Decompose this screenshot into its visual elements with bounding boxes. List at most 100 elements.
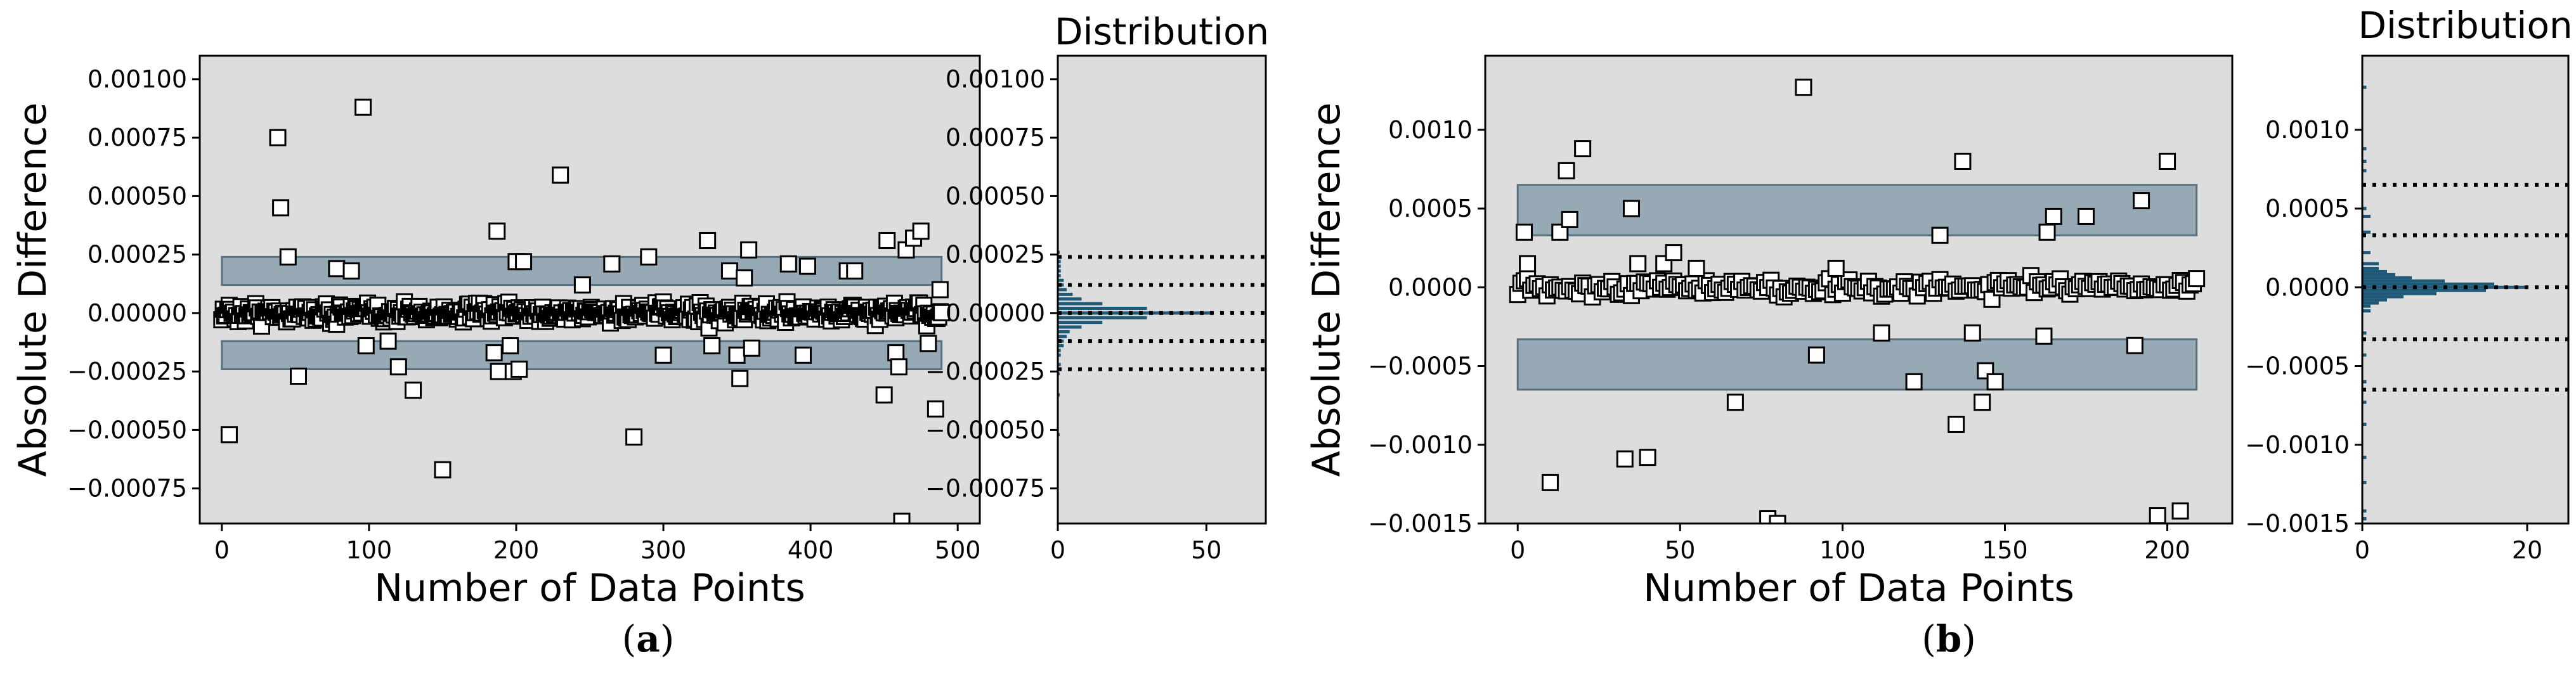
data-point-outlier [405, 382, 422, 399]
x-tick-label: 100 [346, 536, 393, 564]
data-point-outlier [728, 346, 746, 364]
data-point-outlier [927, 400, 944, 418]
caption-close-paren: ) [660, 617, 675, 660]
data-point-outlier [379, 332, 397, 350]
histogram-bar [2362, 304, 2371, 308]
histogram-bar [1058, 325, 1082, 329]
y-tick-label: 0.00075 [88, 124, 187, 151]
histogram-bar [1058, 330, 1070, 333]
data-point-outlier [511, 360, 528, 378]
threshold-band [221, 340, 943, 370]
histogram-bar [1058, 349, 1061, 352]
y-axis-label: Absolute Difference [1304, 103, 1349, 477]
panel-caption: (a) [622, 617, 675, 660]
histogram-title: Distribution [2358, 4, 2572, 47]
histogram-bar [1058, 269, 1061, 273]
x-axis-label: Number of Data Points [374, 566, 805, 610]
data-point-outlier [2149, 507, 2166, 524]
histogram-frame [1057, 55, 1267, 525]
data-point-outlier [2078, 207, 2095, 225]
x-tick-label: 0 [1510, 536, 1525, 564]
hist-x-tick-label: 0 [2355, 536, 2370, 564]
histogram-bar [2362, 276, 2412, 280]
scatter-frame [1484, 55, 2234, 525]
x-tick-label: 300 [641, 536, 687, 564]
histogram-bar [2362, 86, 2367, 89]
hist-y-tick-label: 0.00100 [946, 65, 1045, 93]
data-point-outlier [931, 281, 949, 299]
data-point-outlier [488, 222, 506, 240]
data-point-outlier [798, 257, 816, 275]
data-point-outlier [1622, 200, 1640, 217]
histogram-bar [1058, 307, 1147, 311]
data-point-outlier [740, 241, 758, 259]
data-point-outlier [736, 269, 753, 287]
y-tick-label: −0.0010 [1368, 431, 1473, 459]
data-point-outlier [1561, 210, 1578, 228]
x-tick-label: 200 [493, 536, 540, 564]
data-point-outlier [1629, 255, 1647, 273]
data-point-outlier [625, 428, 643, 446]
data-point-outlier [1639, 449, 1656, 466]
histogram-bar [1058, 260, 1061, 264]
data-point-outlier [573, 276, 591, 294]
y-tick-label: 0.00000 [88, 299, 187, 327]
x-tick-label: 400 [788, 536, 834, 564]
data-point-outlier [2159, 152, 2176, 170]
data-point-outlier [846, 262, 864, 280]
y-tick-label: 0.0000 [1388, 273, 1473, 301]
scatter-frame [198, 55, 981, 525]
data-point-outlier [1986, 373, 2004, 390]
histogram-title: Distribution [1055, 10, 1269, 53]
x-tick-label: 50 [1665, 536, 1695, 564]
data-point-outlier [1827, 259, 1845, 277]
y-axis-label: Absolute Difference [11, 103, 55, 477]
data-point-outlier [279, 248, 297, 266]
histogram-bar [2362, 279, 2445, 283]
hist-y-tick-label: 0.0000 [2265, 273, 2350, 301]
data-point-outlier [1558, 162, 1575, 179]
data-point-outlier [515, 253, 533, 271]
data-point-outlier [269, 129, 287, 146]
x-axis-label: Number of Data Points [1643, 566, 2074, 610]
data-point-outlier [1541, 473, 1559, 491]
y-tick-label: −0.00050 [67, 416, 187, 444]
data-point-outlier [1769, 515, 1786, 524]
histogram-bar [2362, 309, 2371, 313]
data-point-outlier [1519, 255, 1537, 273]
data-point-outlier [1574, 140, 1592, 158]
data-point [2188, 270, 2206, 288]
data-points [213, 98, 951, 524]
hist-y-tick-label: −0.00025 [925, 357, 1045, 385]
data-point-outlier [779, 255, 797, 273]
histogram-bar [1058, 311, 1213, 315]
histogram-bar [1058, 302, 1103, 305]
data-point-outlier [502, 337, 519, 355]
y-tick-label: −0.0015 [1368, 510, 1473, 537]
histogram-bar [1058, 297, 1082, 301]
histogram-bar [2362, 282, 2494, 286]
data-point-outlier [654, 346, 672, 364]
histogram-bar [1058, 344, 1064, 348]
y-tick-label: 0.00050 [88, 182, 187, 210]
data-point-outlier [355, 98, 372, 116]
caption-letter: a [636, 617, 660, 660]
panel-a: 0.00100 0.00075 0.00050 0.00025 0.00000 −0.00… [11, 10, 1269, 660]
y-tick-label: 0.00100 [88, 65, 187, 93]
caption-close-paren: ) [1961, 617, 1976, 660]
data-point-outlier [552, 166, 569, 184]
histogram-bar [2362, 353, 2367, 357]
y-tick-label: 0.00025 [88, 241, 187, 269]
histogram-bar [2362, 269, 2387, 273]
data-point-outlier [389, 358, 407, 376]
histogram-bar [2362, 273, 2395, 276]
histogram-bar [2362, 422, 2367, 426]
histogram-bar [2362, 288, 2486, 292]
y-tick-label: −0.0005 [1368, 352, 1473, 380]
data-point-outlier [1948, 415, 1965, 433]
data-point-outlier [731, 370, 749, 387]
threshold-band [1516, 338, 2198, 391]
histogram-bar [1058, 264, 1061, 268]
histogram-bar [2362, 262, 2379, 266]
